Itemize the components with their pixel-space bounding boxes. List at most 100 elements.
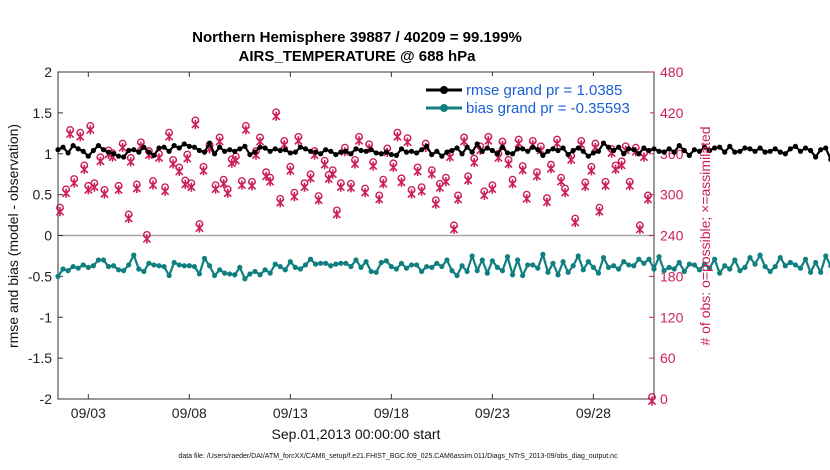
rmse-point <box>802 145 809 151</box>
rmse-point <box>499 144 506 150</box>
rmse-point <box>459 151 465 157</box>
bias-point <box>585 259 591 265</box>
bias-point <box>666 264 672 270</box>
rmse-point <box>136 149 142 155</box>
obs-assimilated-marker <box>413 166 422 177</box>
bias-point <box>520 272 526 279</box>
bias-point <box>550 260 556 266</box>
rmse-point <box>318 151 324 157</box>
bias-point <box>712 256 718 262</box>
bias-point <box>701 261 708 267</box>
obs-assimilated-marker <box>86 125 95 135</box>
data-file-footnote: data file: /Users/raeder/DAI/ATM_forcXX/… <box>178 453 618 460</box>
rmse-point <box>782 151 788 157</box>
rmse-point <box>378 151 384 157</box>
rmse-point <box>605 144 612 150</box>
bias-point <box>247 271 253 277</box>
x-tick-label: 09/18 <box>374 405 409 421</box>
rmse-point <box>631 147 637 153</box>
bias-point <box>499 268 506 274</box>
bias-point <box>373 269 379 275</box>
y-tick-left-label: -1.5 <box>28 350 52 366</box>
bias-point <box>419 268 425 275</box>
rmse-point <box>141 144 147 150</box>
obs-assimilated-marker <box>314 195 323 205</box>
rmse-point <box>595 148 602 154</box>
rmse-point <box>484 145 490 151</box>
rmse-point <box>535 147 541 153</box>
obs-assimilated-marker <box>160 186 170 196</box>
obs-assimilated-marker <box>389 162 398 172</box>
rmse-point <box>95 142 102 149</box>
rmse-point <box>681 147 687 154</box>
legend-bias-marker <box>440 104 448 112</box>
bias-point <box>772 263 778 270</box>
rmse-point <box>545 148 551 154</box>
x-axis-label: Sep.01,2013 00:00:00 start <box>272 426 441 442</box>
bias-point <box>792 262 799 268</box>
bias-point <box>388 263 394 270</box>
rmse-point <box>181 141 187 147</box>
legend: rmse grand pr = 1.0385 bias grand pr = -… <box>420 76 650 118</box>
obs-assimilated-marker <box>449 224 459 234</box>
obs-assimilated-marker <box>571 217 580 228</box>
rmse-point <box>661 149 667 155</box>
y-tick-left-label: -0.5 <box>28 268 52 284</box>
bias-point <box>297 266 304 272</box>
rmse-point <box>70 142 76 149</box>
rmse-point <box>312 149 319 155</box>
obs-assimilated-marker <box>183 153 192 164</box>
bias-point <box>823 253 829 259</box>
bias-point <box>151 262 157 268</box>
y-tick-left-label: 2 <box>44 64 52 80</box>
obs-assimilated-marker <box>300 182 309 192</box>
rmse-point <box>358 147 364 154</box>
bias-point <box>353 257 359 263</box>
y-tick-right-label: 300 <box>660 187 684 203</box>
obs-assimilated-marker <box>463 175 473 185</box>
obs-assimilated-marker <box>320 160 329 170</box>
bias-point <box>686 261 692 267</box>
rmse-point <box>762 149 768 155</box>
obs-assimilated-marker <box>247 181 257 191</box>
y-tick-right-label: 480 <box>660 64 684 80</box>
obs-assimilated-marker <box>265 177 275 187</box>
obs-assimilated-marker <box>80 164 89 174</box>
bias-point <box>302 262 309 268</box>
bias-point <box>742 264 748 270</box>
bias-point <box>590 264 596 270</box>
bias-point <box>333 261 339 267</box>
obs-assimilated-marker <box>369 161 378 171</box>
bias-point <box>681 268 687 275</box>
rmse-point <box>287 150 293 156</box>
bias-point <box>85 264 91 270</box>
bias-point <box>515 257 521 263</box>
rmse-point <box>550 146 556 152</box>
rmse-point <box>146 149 152 155</box>
y-axis-label-left: rmse and bias (model - observation) <box>5 124 21 348</box>
rmse-point <box>323 147 329 153</box>
y-tick-left-label: 1.5 <box>33 105 53 121</box>
obs-assimilated-marker <box>255 136 265 147</box>
obs-assimilated-marker <box>223 188 232 198</box>
bias-point <box>494 264 501 270</box>
bias-point <box>358 264 364 270</box>
rmse-point <box>727 143 733 149</box>
rmse-point <box>580 148 586 154</box>
bias-point <box>100 257 107 263</box>
bias-point <box>646 256 652 262</box>
obs-assimilated-marker <box>587 166 596 176</box>
legend-bias-label: bias grand pr = -0.35593 <box>466 100 630 117</box>
obs-assimilated-marker <box>431 199 440 209</box>
rmse-point <box>222 148 228 154</box>
bias-point <box>383 258 389 264</box>
obs-assimilated-marker <box>114 185 123 195</box>
legend-rmse-marker <box>440 86 448 94</box>
obs-assimilated-marker <box>546 164 556 174</box>
bias-point <box>757 252 763 258</box>
obs-assimilated-marker <box>552 138 562 149</box>
rmse-point <box>722 149 728 155</box>
y-tick-left-label: -1 <box>40 309 53 325</box>
rmse-point <box>464 144 470 150</box>
rmse-point <box>575 145 581 151</box>
